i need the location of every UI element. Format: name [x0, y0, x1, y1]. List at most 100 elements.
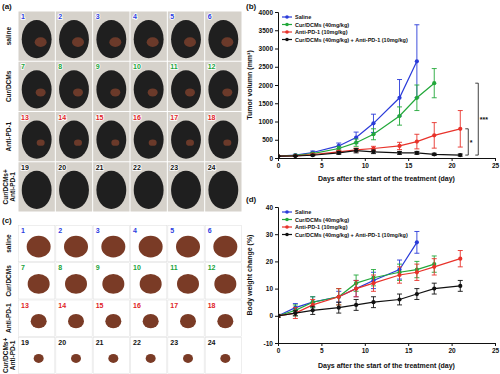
error-bar: [354, 280, 359, 296]
error-bar-cap: [371, 114, 376, 115]
tick-mark: [275, 122, 278, 123]
legend-entry: Anti-PD-1 (10mg/kg): [282, 29, 348, 35]
chart-title: (d): [246, 195, 257, 204]
cell-number: 3: [96, 13, 100, 20]
tick: 1500: [259, 100, 278, 107]
mouse-body: [208, 70, 238, 108]
photo-background: [168, 337, 204, 373]
legend-label: Saline: [295, 14, 311, 20]
photo-background: [131, 337, 167, 373]
tick-mark: [275, 12, 278, 13]
photo-cell: 11: [168, 263, 204, 299]
legend-marker: [285, 23, 289, 27]
mouse-body: [59, 171, 89, 209]
marker: [311, 153, 315, 157]
photo-cell: 16: [131, 112, 167, 161]
tick-label: 25: [492, 162, 500, 169]
photo-background: [56, 112, 92, 161]
mouse-body: [171, 20, 201, 58]
annotation: ***: [480, 116, 488, 123]
tumor: [102, 274, 124, 294]
tumor: [108, 354, 118, 363]
figure-svg: (a)saline123456Cur/DCMs789101112Anti-PD-…: [0, 0, 500, 374]
error-bar: [336, 289, 341, 305]
error-bar: [414, 231, 419, 253]
error-bar-cap: [414, 261, 419, 262]
photo-cell: 24: [205, 162, 241, 211]
legend-label: Cur/DCMs (40mg/kg): [295, 22, 349, 28]
tumor: [146, 354, 156, 363]
photo-background: [205, 226, 241, 262]
error-bar-cap: [414, 110, 419, 111]
mouse-body: [208, 121, 238, 159]
tick-label: -10: [264, 340, 274, 347]
cell-number: 21: [96, 164, 104, 171]
mouse-body: [22, 70, 52, 108]
error-bar-cap: [458, 280, 463, 281]
legend-label: Cur/DCMs (40mg/kg) + Anti-PD-1 (10mg/kg): [295, 232, 408, 238]
marker: [311, 303, 315, 307]
legend-marker: [285, 218, 289, 222]
photo-background: [19, 112, 55, 161]
error-bar: [336, 302, 341, 313]
error-bar-cap: [432, 148, 437, 149]
error-bar: [354, 299, 359, 310]
error-bar: [371, 297, 376, 308]
marker: [278, 154, 280, 158]
tumor: [37, 139, 45, 145]
marker: [397, 273, 401, 277]
legend-label: Anti-PD-1 (10mg/kg): [295, 29, 348, 35]
photo-cell: 17: [168, 112, 204, 161]
cell-number: 7: [21, 63, 25, 70]
mouse-body: [171, 70, 201, 108]
marker: [278, 154, 280, 158]
photo-background: [93, 226, 129, 262]
error-bar-cap: [458, 266, 463, 267]
error-bar-cap: [458, 291, 463, 292]
mouse-body: [96, 20, 126, 58]
panel-label: (c): [2, 216, 12, 225]
error-bar-cap: [432, 294, 437, 295]
error-bar-cap: [336, 302, 341, 303]
series: [278, 280, 463, 317]
error-bar-cap: [293, 315, 298, 316]
tick-label: 40: [266, 204, 274, 211]
photo-background: [56, 337, 92, 373]
error-bar: [414, 85, 419, 111]
tick-mark: [275, 140, 278, 141]
series: [278, 251, 463, 319]
photo-background: [93, 162, 129, 211]
row-label: Anti-PD-1: [5, 121, 12, 151]
tick: 25: [492, 158, 500, 169]
mouse-body: [208, 171, 238, 209]
y-axis-title: Tumor volumn (mm³): [246, 50, 254, 119]
photo-background: [168, 12, 204, 61]
marker: [278, 314, 280, 318]
marker: [397, 151, 401, 155]
photo-background: [205, 162, 241, 211]
photo-cell: 23: [168, 162, 204, 211]
cell-number: 16: [133, 302, 141, 309]
tumor: [148, 88, 158, 96]
tick: 25: [492, 343, 500, 354]
cell-number: 24: [208, 164, 216, 171]
significance-bracket: [465, 129, 468, 155]
cell-number: 20: [58, 339, 66, 346]
marker: [278, 314, 280, 318]
tumor: [143, 314, 159, 328]
tumor: [139, 236, 163, 258]
photo-cell: 19: [19, 337, 55, 373]
error-bar-cap: [310, 306, 315, 307]
error-bar: [293, 308, 298, 319]
legend: SalineCur/DCMs (40mg/kg)Anti-PD-1 (10mg/…: [282, 209, 408, 238]
x-axis: 0510152025: [277, 158, 500, 169]
chart-title: (b): [246, 2, 257, 11]
error-bar: [354, 139, 359, 146]
photo-background: [19, 300, 55, 336]
legend-marker: [285, 30, 289, 34]
tick-label: 5: [320, 162, 324, 169]
cell-number: 20: [58, 164, 66, 171]
tick-label: 15: [405, 162, 413, 169]
cell-number: 18: [208, 114, 216, 121]
mouse-body: [134, 70, 164, 108]
